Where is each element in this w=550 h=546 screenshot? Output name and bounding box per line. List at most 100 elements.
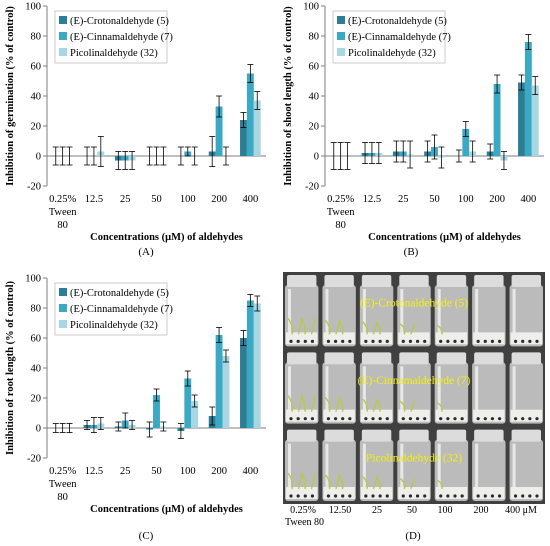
y-tick-label: 40 bbox=[31, 92, 42, 103]
y-tick-label: 20 bbox=[31, 122, 42, 133]
photo-row-label: (E)-Cinnamaldehyde (7) bbox=[358, 375, 471, 387]
vial-cap bbox=[399, 352, 429, 365]
filter-paper bbox=[286, 487, 318, 499]
panel-letter-a: (A) bbox=[138, 246, 154, 258]
seedling bbox=[337, 474, 344, 490]
seedling bbox=[287, 472, 294, 490]
x-tick-label: Tween bbox=[49, 207, 78, 218]
y-tick-label: -20 bbox=[27, 182, 41, 193]
seedling bbox=[310, 395, 317, 412]
x-tick-label: 50 bbox=[429, 194, 440, 205]
vial-highlight bbox=[512, 443, 516, 495]
legend bbox=[54, 10, 168, 64]
seed bbox=[513, 417, 518, 421]
x-tick-label: 0.25% bbox=[49, 194, 76, 205]
x-tick-label: Tween bbox=[49, 479, 78, 490]
seed bbox=[423, 494, 427, 498]
filter-paper bbox=[435, 487, 468, 499]
seed bbox=[289, 494, 293, 498]
seed bbox=[490, 417, 495, 421]
photo-concentration-row: 0.25% 12.50 25 50 100 200 400 μM bbox=[283, 505, 545, 519]
seed bbox=[497, 339, 502, 343]
seed bbox=[513, 494, 518, 498]
vial bbox=[285, 439, 319, 501]
vial-cap bbox=[474, 429, 504, 442]
y-tick-label: 0 bbox=[36, 152, 41, 163]
vial-cap bbox=[287, 352, 317, 365]
seedling bbox=[337, 319, 344, 335]
vial-highlight bbox=[475, 366, 479, 418]
seed bbox=[521, 494, 525, 498]
filter-paper bbox=[473, 332, 505, 345]
vial-cap bbox=[474, 352, 504, 365]
y-tick-label: 20 bbox=[309, 122, 320, 133]
seed bbox=[310, 417, 315, 421]
vial-highlight bbox=[325, 366, 329, 418]
seed bbox=[371, 494, 375, 498]
seed bbox=[289, 417, 293, 421]
y-tick-label: 100 bbox=[25, 274, 41, 285]
seed bbox=[289, 339, 293, 343]
vial bbox=[359, 439, 394, 501]
vial-highlight bbox=[475, 443, 479, 495]
filter-paper bbox=[360, 409, 393, 422]
seedling bbox=[362, 398, 369, 412]
filter-paper bbox=[286, 409, 318, 422]
bar bbox=[153, 395, 160, 428]
seedling bbox=[437, 479, 443, 490]
photo-conc-label: 25 bbox=[372, 505, 382, 516]
x-tick-label: 400 bbox=[520, 194, 536, 205]
bar bbox=[215, 106, 223, 156]
vial-cap bbox=[511, 429, 541, 442]
vial-highlight bbox=[288, 289, 291, 341]
vial-cap bbox=[361, 275, 392, 287]
seed bbox=[460, 494, 464, 498]
seed bbox=[446, 339, 450, 343]
y-axis-title: Inhibition of shoot length (% of control… bbox=[283, 6, 294, 186]
y-tick-label: 0 bbox=[314, 152, 319, 163]
seed bbox=[415, 417, 420, 421]
y-tick-label: 100 bbox=[25, 2, 41, 13]
seed bbox=[401, 417, 405, 421]
seed bbox=[378, 339, 382, 343]
vial-cap bbox=[399, 429, 429, 442]
x-tick-label: 80 bbox=[57, 220, 68, 231]
x-tick-label: 50 bbox=[151, 466, 162, 477]
y-tick-label: 20 bbox=[31, 394, 42, 405]
vial-cap bbox=[436, 352, 467, 365]
seed bbox=[378, 494, 382, 498]
seed bbox=[483, 494, 487, 498]
filter-paper bbox=[510, 332, 542, 345]
seed bbox=[535, 417, 539, 421]
filter-paper bbox=[323, 332, 355, 345]
bar bbox=[246, 300, 254, 428]
y-tick-label: 80 bbox=[309, 32, 320, 43]
x-axis-title: Concentrations (μM) of aldehydes bbox=[368, 232, 521, 243]
legend-label: (E)-Cinnamaldehyde (7) bbox=[70, 32, 173, 43]
bar bbox=[215, 335, 223, 428]
legend bbox=[54, 282, 168, 336]
vial-cap bbox=[436, 275, 467, 287]
photo-row-label: Picolinaldehyde (32) bbox=[366, 452, 462, 464]
seed bbox=[348, 417, 352, 421]
seedling bbox=[300, 317, 307, 335]
seed bbox=[303, 339, 307, 343]
legend-label: Picolinaldehyde (32) bbox=[70, 320, 158, 331]
vial-highlight bbox=[437, 366, 441, 418]
seedling bbox=[375, 476, 382, 490]
vial-cap bbox=[324, 352, 354, 365]
photo-conc-label: 0.25% bbox=[290, 505, 316, 516]
vial-highlight bbox=[362, 443, 366, 495]
seed bbox=[348, 339, 352, 343]
bar bbox=[518, 82, 525, 156]
y-tick-label: 80 bbox=[31, 304, 42, 315]
seedling bbox=[375, 398, 382, 412]
seedling bbox=[362, 321, 369, 335]
vial-cap bbox=[287, 275, 317, 287]
vial bbox=[509, 362, 543, 424]
seed bbox=[385, 417, 389, 421]
seed bbox=[483, 339, 487, 343]
seedling bbox=[410, 400, 416, 412]
photo-conc-label: 100 bbox=[437, 505, 453, 516]
bar bbox=[184, 378, 192, 428]
